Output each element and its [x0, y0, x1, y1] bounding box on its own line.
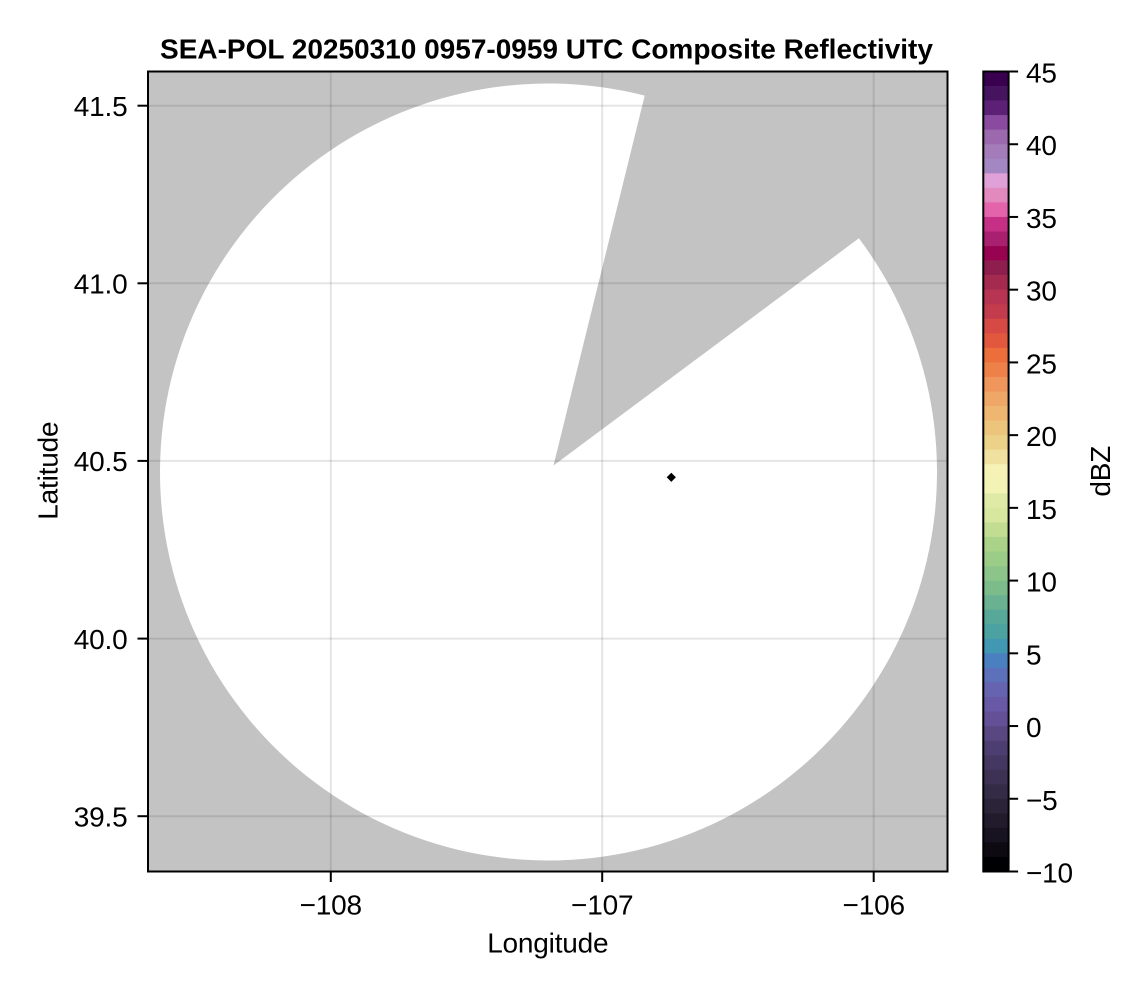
svg-text:15: 15: [1026, 494, 1057, 525]
svg-text:39.5: 39.5: [74, 801, 128, 832]
svg-text:5: 5: [1026, 639, 1041, 670]
svg-text:30: 30: [1026, 276, 1057, 307]
svg-text:−10: −10: [1026, 858, 1073, 889]
svg-text:−5: −5: [1026, 785, 1058, 816]
svg-text:Latitude: Latitude: [33, 422, 64, 520]
svg-text:dBZ: dBZ: [1085, 446, 1116, 497]
svg-text:35: 35: [1026, 203, 1057, 234]
svg-text:20: 20: [1026, 421, 1057, 452]
svg-text:−106: −106: [843, 890, 905, 921]
svg-text:40.5: 40.5: [74, 446, 128, 477]
svg-text:10: 10: [1026, 567, 1057, 598]
svg-text:−107: −107: [571, 890, 633, 921]
svg-text:SEA-POL 20250310 0957-0959 UTC: SEA-POL 20250310 0957-0959 UTC Composite…: [160, 34, 933, 65]
svg-text:−108: −108: [300, 890, 362, 921]
svg-text:40.0: 40.0: [74, 624, 128, 655]
svg-text:45: 45: [1026, 58, 1057, 89]
svg-text:25: 25: [1026, 348, 1057, 379]
svg-text:Longitude: Longitude: [487, 928, 608, 959]
svg-text:0: 0: [1026, 712, 1041, 743]
svg-text:41.5: 41.5: [74, 91, 128, 122]
svg-text:41.0: 41.0: [74, 269, 128, 300]
svg-text:40: 40: [1026, 130, 1057, 161]
